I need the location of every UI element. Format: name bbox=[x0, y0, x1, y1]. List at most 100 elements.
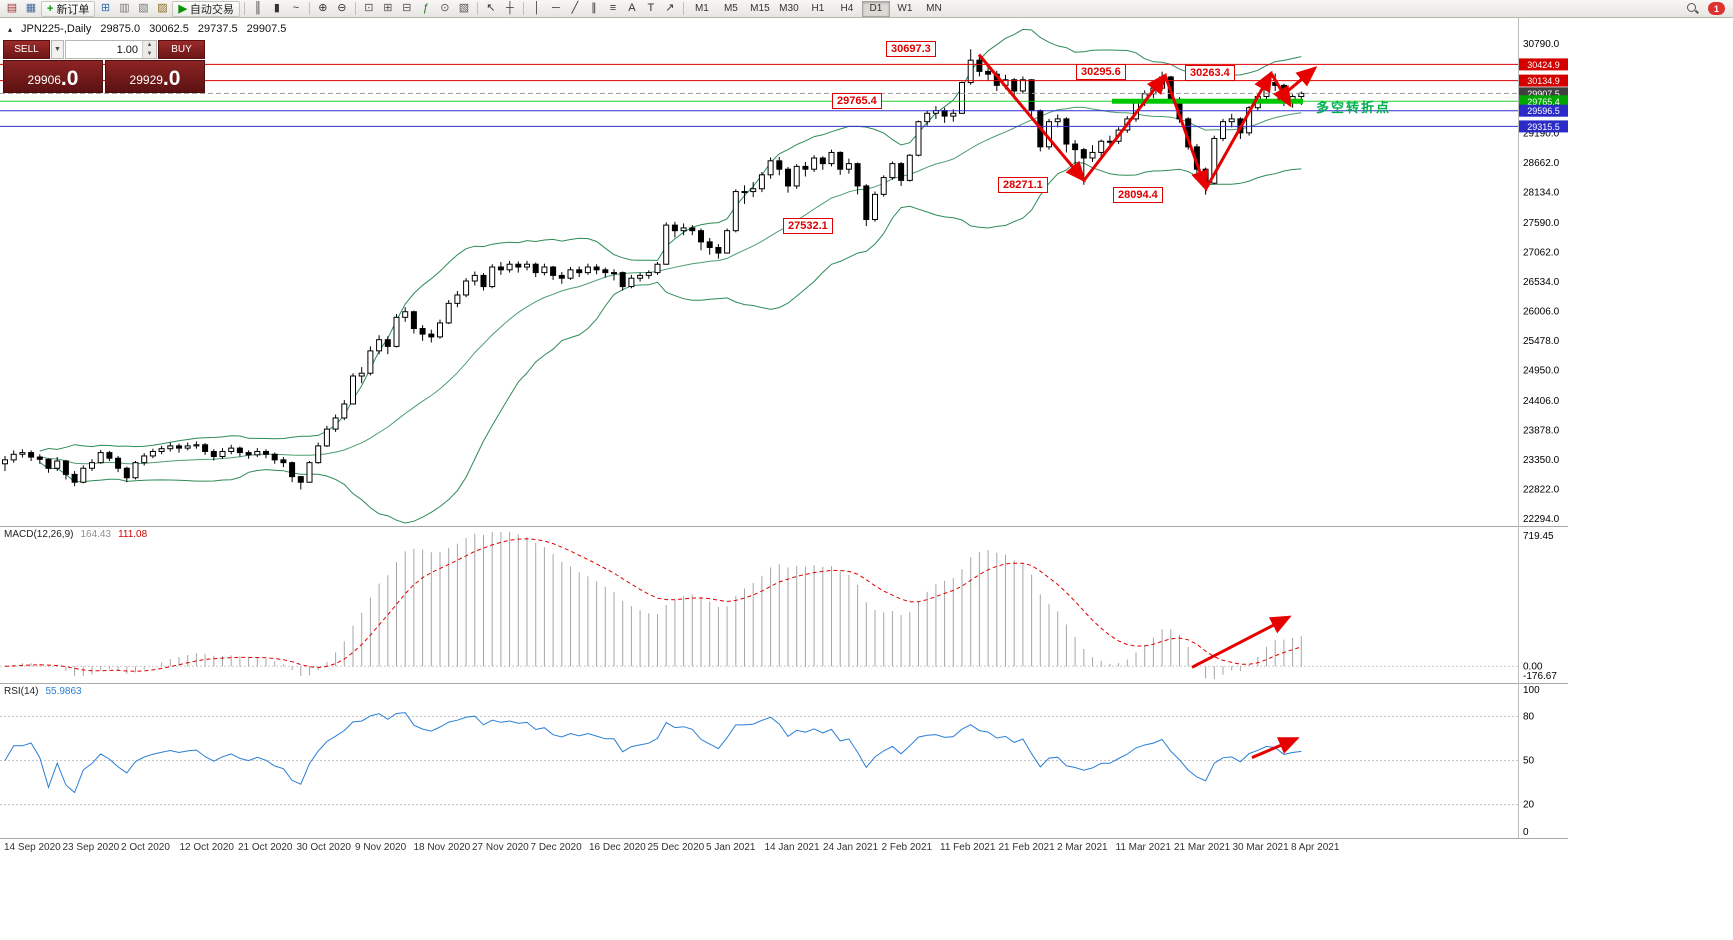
volume-field[interactable]: 1.00 ▲ ▼ bbox=[65, 40, 157, 59]
cursor-icon[interactable]: ↖ bbox=[486, 2, 496, 14]
timeframe-button-H4[interactable]: H4 bbox=[840, 3, 854, 14]
svg-text:80: 80 bbox=[1523, 711, 1535, 722]
buy-button[interactable]: BUY bbox=[158, 40, 205, 59]
timeframe-button-M15[interactable]: M15 bbox=[750, 3, 770, 14]
volume-value[interactable]: 1.00 bbox=[116, 43, 138, 56]
svg-text:29765.4: 29765.4 bbox=[1527, 97, 1560, 107]
svg-text:100: 100 bbox=[1523, 685, 1540, 696]
toolbar-separator bbox=[308, 2, 310, 15]
ohlc-high: 30062.5 bbox=[149, 23, 189, 35]
timeframe-button-MN[interactable]: MN bbox=[926, 3, 942, 14]
candlestick-chart-icon[interactable]: ▮ bbox=[273, 2, 280, 14]
price-levels: 30424.930134.929907.529765.429596.529315… bbox=[0, 58, 1568, 133]
buy-price: 29929 bbox=[129, 73, 163, 87]
auto-trading-icon: ▶ bbox=[178, 3, 187, 15]
auto-trading-button-label: 自动交易 bbox=[189, 3, 234, 16]
indicators-icon[interactable]: ƒ bbox=[422, 2, 429, 14]
toolbar-separator bbox=[682, 2, 684, 15]
line-chart-icon[interactable]: ~ bbox=[292, 2, 300, 14]
volume-up-icon[interactable]: ▲ bbox=[143, 41, 156, 50]
vertical-line-icon[interactable]: │ bbox=[533, 2, 541, 14]
tile-windows-icon[interactable]: ⊞ bbox=[383, 2, 393, 14]
zoom-out-icon[interactable]: ⊖ bbox=[337, 2, 347, 14]
date-label: 11 Mar 2021 bbox=[1115, 842, 1171, 853]
svg-text:0.00: 0.00 bbox=[1523, 661, 1543, 672]
svg-text:28662.0: 28662.0 bbox=[1523, 158, 1560, 169]
timeframe-group: M1 M5 M15 M30 H1 H4 D1 W1 MN bbox=[688, 0, 948, 17]
timeframe-button-M30[interactable]: M30 bbox=[779, 3, 799, 14]
label-icon[interactable]: T bbox=[647, 2, 655, 14]
templates-icon[interactable]: ▧ bbox=[458, 2, 470, 14]
sell-price-box[interactable]: 29906 .0 bbox=[3, 60, 103, 93]
price-annotation[interactable]: 27532.1 bbox=[783, 218, 833, 235]
price-annotation[interactable]: 29765.4 bbox=[832, 93, 882, 110]
date-label: 2 Feb 2021 bbox=[881, 842, 933, 853]
svg-text:27590.0: 27590.0 bbox=[1523, 218, 1560, 229]
auto-trading-button[interactable]: ▶ 自动交易 bbox=[172, 0, 240, 17]
channel-icon[interactable]: ∥ bbox=[591, 2, 597, 14]
price-annotation[interactable]: 30295.6 bbox=[1076, 63, 1126, 80]
bar-chart-icon[interactable]: ║ bbox=[254, 2, 262, 14]
buy-price-box[interactable]: 29929 .0 bbox=[105, 60, 205, 93]
new-window-icon[interactable]: ⊡ bbox=[364, 2, 374, 14]
macd-title: MACD(12,26,9) bbox=[4, 529, 74, 540]
timeframe-button-W1[interactable]: W1 bbox=[897, 3, 913, 14]
macd-main-value: 164.43 bbox=[80, 529, 112, 540]
svg-text:26534.0: 26534.0 bbox=[1523, 277, 1560, 288]
svg-text:27062.0: 27062.0 bbox=[1523, 247, 1560, 258]
svg-text:719.45: 719.45 bbox=[1523, 531, 1554, 542]
notification-badge[interactable]: 1 bbox=[1708, 2, 1725, 15]
timeframe-button-M5[interactable]: M5 bbox=[723, 3, 738, 14]
rsi-indicator-label: RSI(14) 55.9863 bbox=[4, 686, 82, 697]
svg-text:29315.5: 29315.5 bbox=[1527, 122, 1560, 132]
market-watch-icon[interactable]: ⊞ bbox=[100, 2, 111, 14]
timeframe-button-H1[interactable]: H1 bbox=[811, 3, 825, 14]
toolbar: ▤ ▦ + 新订单 ⊞ ▥ ▧ ▨ ▶ 自动交易 ║ ▮ ~ ⊕ ⊖ ⊡ ⊞ ⊟ ƒ ⊙ ▧ ↖ ┼ │ ─ ╱ ∥ ≡ A T ↗ M1 M… bbox=[0, 0, 1733, 18]
svg-text:23350.0: 23350.0 bbox=[1523, 455, 1560, 466]
date-label: 21 Feb 2021 bbox=[998, 842, 1055, 853]
new-order-icon: + bbox=[47, 2, 54, 15]
price-axis-labels: 30790.0 29190.0 28662.0 28134.0 27590.0 27062… bbox=[1523, 39, 1560, 525]
svg-text:29907.5: 29907.5 bbox=[1527, 89, 1560, 99]
price-annotation[interactable]: 28271.1 bbox=[998, 176, 1048, 193]
zoom-in-icon[interactable]: ⊕ bbox=[318, 2, 328, 14]
svg-text:30424.9: 30424.9 bbox=[1527, 60, 1560, 70]
trend-arrows bbox=[977, 53, 1318, 192]
svg-text:20: 20 bbox=[1523, 800, 1535, 811]
candles bbox=[2, 49, 1305, 490]
strategy-tester-icon[interactable]: ▨ bbox=[157, 2, 168, 14]
arrows-tool-icon[interactable]: ↗ bbox=[665, 2, 675, 14]
data-window-icon[interactable]: ▥ bbox=[119, 2, 130, 14]
one-click-trade-panel: SELL ▼ 1.00 ▲ ▼ BUY 29906 .0 29929 .0 bbox=[3, 40, 205, 93]
volume-stepper: ▲ ▼ bbox=[142, 41, 156, 58]
svg-text:23878.0: 23878.0 bbox=[1523, 425, 1560, 436]
text-icon[interactable]: A bbox=[628, 2, 636, 14]
new-order-button[interactable]: + 新订单 bbox=[41, 0, 96, 17]
volume-down-icon[interactable]: ▼ bbox=[143, 49, 156, 58]
navigator-icon[interactable]: ▧ bbox=[138, 2, 149, 14]
sell-button[interactable]: SELL bbox=[3, 40, 50, 59]
date-label: 7 Dec 2020 bbox=[530, 842, 582, 853]
price-annotation[interactable]: 30697.3 bbox=[886, 41, 936, 58]
search-icon[interactable] bbox=[1686, 2, 1699, 15]
cascade-windows-icon[interactable]: ⊟ bbox=[402, 2, 412, 14]
periods-icon[interactable]: ⊙ bbox=[440, 2, 450, 14]
price-annotation[interactable]: 30263.4 bbox=[1185, 65, 1235, 82]
rsi-value: 55.9863 bbox=[45, 686, 82, 697]
new-chart-icon[interactable]: ▤ bbox=[6, 2, 18, 14]
horizontal-line-icon[interactable]: ─ bbox=[552, 2, 560, 14]
chart-profiles-icon[interactable]: ▦ bbox=[25, 2, 37, 14]
timeframe-button-D1[interactable]: D1 bbox=[861, 0, 890, 17]
timeframe-button-M1[interactable]: M1 bbox=[694, 3, 709, 14]
volume-dropdown-icon[interactable]: ▼ bbox=[51, 40, 64, 59]
macd-panel: 719.45 0.00-176.67 bbox=[0, 531, 1557, 682]
fibonacci-icon[interactable]: ≡ bbox=[609, 2, 617, 14]
macd-indicator-label: MACD(12,26,9) 164.43 111.08 bbox=[4, 529, 147, 540]
svg-text:24950.0: 24950.0 bbox=[1523, 365, 1560, 376]
trendline-icon[interactable]: ╱ bbox=[571, 2, 579, 14]
date-label: 21 Mar 2021 bbox=[1174, 842, 1231, 853]
price-annotation[interactable]: 28094.4 bbox=[1113, 186, 1163, 203]
trend-note-text[interactable]: 多空转折点 bbox=[1316, 100, 1392, 116]
crosshair-icon[interactable]: ┼ bbox=[506, 2, 514, 14]
